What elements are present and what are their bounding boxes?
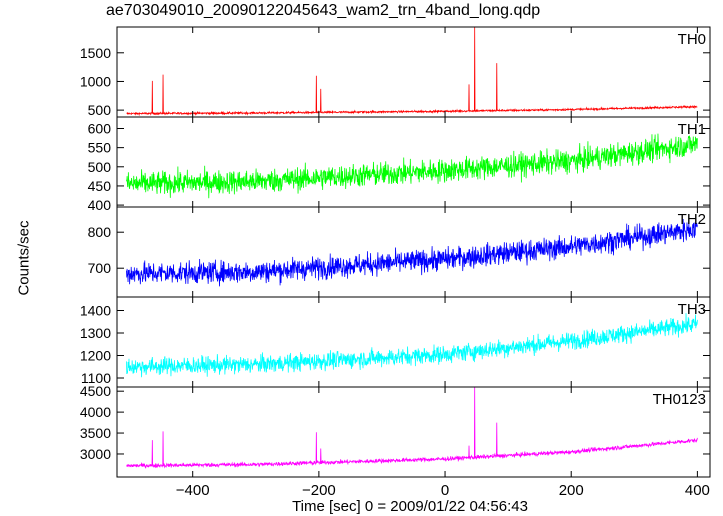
y-tick-label: 4000 [80,404,111,420]
y-tick-label: 1200 [80,348,111,364]
panel-frame [116,296,711,388]
y-tick-label: 700 [88,260,112,276]
x-tick-label: −200 [302,482,336,499]
y-tick-label: 500 [88,159,112,175]
y-tick-label: 1300 [80,325,111,341]
panel-label-th3: TH3 [678,301,706,318]
y-tick-label: 550 [88,140,112,156]
panel-frame [116,26,711,118]
x-tick-label: 400 [685,482,710,499]
panel-label-th2: TH2 [678,211,706,228]
panel-th1: 400 450 500 550 600 TH1 [88,116,711,213]
panel-label-th0123: TH0123 [653,391,706,408]
y-tick-label: 600 [88,120,112,136]
series-line-th0123 [126,387,698,469]
series-line-th1 [126,133,698,199]
y-tick-label: 400 [88,197,112,213]
x-axis-label: Time [sec] 0 = 2009/01/22 04:56:43 [292,498,528,515]
panel-th3: 1100 1200 1300 1400 TH3 [80,296,711,388]
series-line-th2 [126,218,698,287]
y-tick-label: 1000 [80,73,111,89]
x-tick-label: 0 [441,482,449,499]
x-tick-label: −400 [176,482,210,499]
panel-label-th0: TH0 [678,31,706,48]
plot-title: ae703049010_20090122045643_wam2_trn_4ban… [106,2,541,19]
panel-th2: 700 800 TH2 [88,206,711,298]
y-tick-label: 3500 [80,425,111,441]
panel-th0123: 3000 3500 4000 4500 TH0123 [80,383,711,478]
y-tick-label: 1500 [80,45,111,61]
y-tick-label: 500 [88,102,112,118]
y-tick-label: 3000 [80,446,111,462]
panel-frame [116,206,711,298]
y-tick-label: 450 [88,178,112,194]
y-tick-label: 800 [88,224,112,240]
x-tick-label: 200 [559,482,584,499]
y-tick-label: 4500 [80,383,111,399]
panel-frame [116,116,711,208]
y-tick-label: 1400 [80,303,111,319]
y-tick-label: 1100 [81,370,111,386]
panel-label-th1: TH1 [678,121,706,138]
series-line-th3 [126,313,698,378]
series-line-th0 [126,27,698,117]
panel-th0: 500 1000 1500 TH0 [80,26,711,118]
panel-frame [116,386,711,478]
